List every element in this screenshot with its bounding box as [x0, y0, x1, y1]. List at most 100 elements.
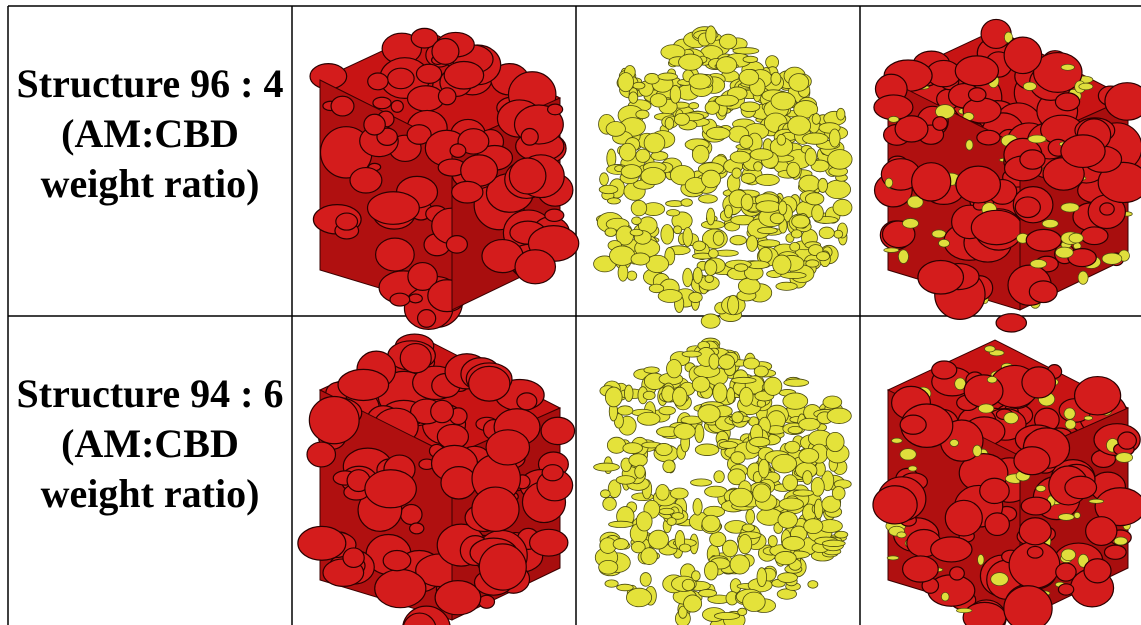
- cbd-blob: [1113, 536, 1128, 546]
- particle: [390, 99, 404, 113]
- cbd-blob: [818, 226, 835, 239]
- cbd-blob: [704, 561, 719, 581]
- particle: [911, 162, 952, 202]
- cbd-blob: [810, 476, 825, 497]
- cbd-blob: [630, 252, 651, 266]
- cbd-blob: [691, 376, 711, 393]
- cbd-blob: [673, 112, 690, 126]
- cbd-blob: [593, 462, 620, 472]
- cbd-blob: [807, 580, 819, 589]
- particle: [437, 87, 457, 106]
- particle: [410, 27, 439, 49]
- cbd-blob: [739, 386, 754, 407]
- cbd-blob: [733, 263, 749, 272]
- cbd-blob: [1041, 219, 1059, 229]
- cbd-blob: [986, 376, 998, 384]
- cbd-blob: [640, 547, 658, 565]
- particle: [1026, 545, 1044, 559]
- particle: [367, 72, 389, 91]
- cbd-blob: [729, 150, 751, 164]
- particle: [1028, 280, 1058, 304]
- cbd-blob: [714, 94, 739, 107]
- cbd-blob: [781, 536, 805, 551]
- cbd-blob: [691, 144, 710, 164]
- cbd-blob: [984, 345, 996, 353]
- particle: [932, 116, 948, 131]
- particle: [306, 441, 337, 468]
- cbd-blob: [704, 259, 718, 276]
- cbd-blob: [713, 470, 725, 483]
- cbd-blob: [672, 386, 688, 407]
- cbd-blob: [636, 411, 661, 426]
- cbd-blob: [755, 173, 780, 186]
- particle: [516, 392, 538, 411]
- cbd-blob: [634, 464, 646, 479]
- particle: [1014, 196, 1041, 219]
- cbd-blob: [706, 207, 716, 226]
- cbd-blob: [763, 376, 783, 396]
- cbd-blob: [1060, 63, 1075, 71]
- cbd-blob: [1063, 407, 1076, 420]
- particle: [894, 115, 929, 143]
- cbd-blob: [666, 517, 677, 526]
- cbd-blob: [1078, 82, 1094, 91]
- particle: [443, 60, 485, 90]
- cbd-blob: [631, 541, 646, 554]
- cbd-blob: [791, 214, 810, 229]
- cbd-blob: [698, 194, 718, 204]
- cbd-blob: [615, 475, 636, 485]
- structure-render: [593, 25, 853, 329]
- cbd-blob: [1003, 412, 1019, 425]
- cbd-blob: [598, 559, 619, 575]
- particle: [899, 414, 927, 435]
- cbd-blob: [902, 218, 919, 229]
- particle: [389, 292, 411, 307]
- cbd-blob: [729, 554, 750, 575]
- particle: [544, 208, 565, 223]
- structure-render: [297, 333, 576, 625]
- cbd-blob: [622, 442, 643, 454]
- particle: [954, 55, 1000, 87]
- cbd-blob: [805, 259, 820, 268]
- cbd-blob: [1058, 513, 1075, 521]
- cbd-blob: [678, 543, 692, 553]
- cbd-blob: [682, 267, 693, 288]
- cbd-blob: [770, 71, 782, 86]
- cbd-blob: [896, 531, 907, 539]
- cbd-blob: [822, 539, 846, 547]
- cbd-blob: [833, 229, 844, 239]
- cbd-blob: [624, 384, 634, 402]
- cbd-blob: [1060, 548, 1076, 561]
- cbd-blob: [716, 56, 738, 74]
- cbd-blob: [1088, 498, 1105, 504]
- cbd-blob: [635, 148, 651, 163]
- cbd-blob: [673, 225, 683, 235]
- cbd-blob: [706, 126, 731, 140]
- particle: [970, 209, 1023, 246]
- cbd-blob: [965, 139, 974, 151]
- cbd-blob: [690, 478, 713, 487]
- cbd-blob: [697, 404, 721, 424]
- cbd-blob: [941, 592, 950, 602]
- cbd-blob: [602, 496, 617, 511]
- cbd-blob: [831, 486, 846, 501]
- particle: [297, 525, 347, 561]
- cbd-blob: [691, 570, 701, 582]
- particle: [1060, 134, 1106, 169]
- particle: [514, 249, 557, 285]
- cbd-blob: [891, 437, 903, 444]
- structure-render: [593, 337, 852, 625]
- particle: [399, 503, 423, 526]
- cbd-blob: [769, 212, 785, 225]
- particle: [1020, 496, 1052, 516]
- particle: [930, 536, 973, 563]
- cbd-blob: [647, 529, 669, 550]
- particle: [485, 429, 531, 466]
- particle: [434, 580, 482, 616]
- cbd-blob: [907, 465, 918, 472]
- cbd-blob: [788, 73, 810, 92]
- particle: [949, 566, 965, 581]
- particle: [308, 395, 360, 445]
- cbd-blob: [758, 247, 773, 264]
- particle: [337, 368, 390, 402]
